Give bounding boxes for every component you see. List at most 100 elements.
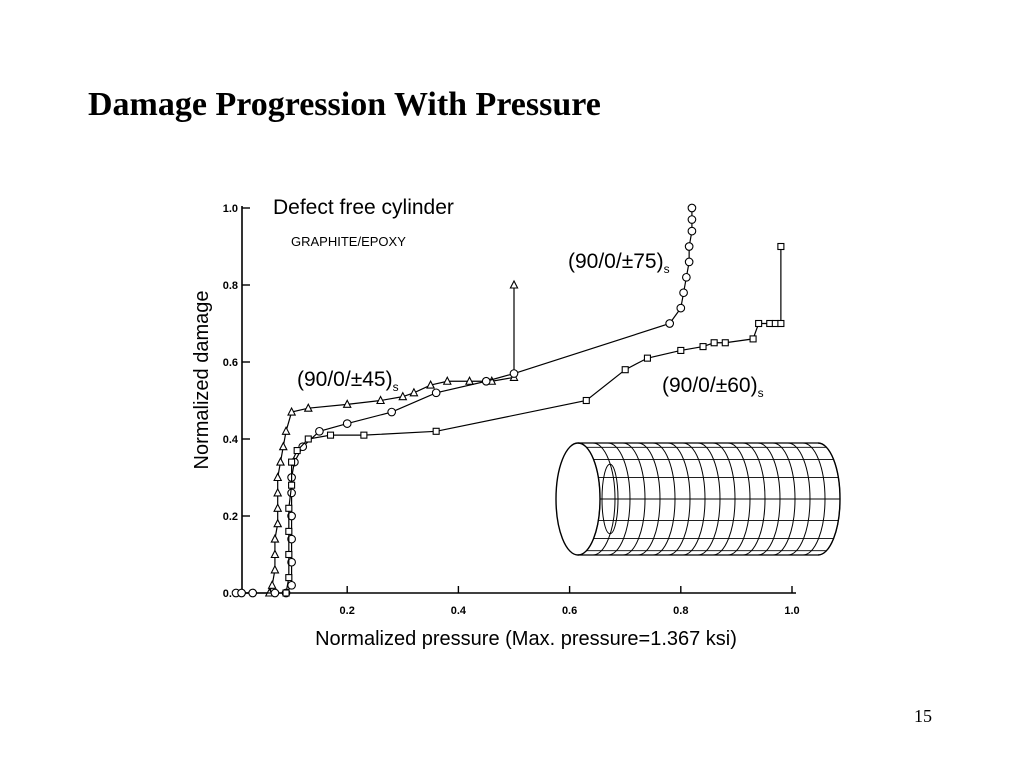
square-marker	[699, 343, 707, 351]
cylinder-back-end	[817, 442, 841, 556]
triangle-marker	[303, 402, 313, 412]
square-marker	[360, 431, 368, 439]
circle-marker	[684, 257, 694, 267]
x-axis-label: Normalized pressure (Max. pressure=1.367…	[315, 628, 737, 650]
cylinder-inner-wall	[601, 463, 619, 535]
series-label: (90/0/±75)s	[568, 250, 670, 276]
triangle-marker	[398, 391, 408, 401]
square-marker	[285, 527, 293, 535]
y-tick-label: 0.6	[223, 357, 238, 369]
page-number: 15	[914, 706, 932, 726]
series-label-main: (90/0/±45)	[297, 368, 393, 391]
triangle-marker	[270, 533, 280, 543]
square-marker	[582, 396, 590, 405]
triangle-marker	[273, 518, 283, 528]
series-triangle	[264, 279, 519, 597]
square-marker	[621, 366, 629, 374]
y-tick-label: 0.2	[223, 511, 238, 523]
series-label-main: (90/0/±60)	[662, 374, 758, 397]
y-axis-label: Normalized damage	[191, 291, 213, 470]
square-marker	[282, 589, 290, 597]
y-tick-label: 0.8	[223, 280, 238, 292]
x-tick-label: 0.6	[562, 605, 577, 617]
triangle-marker	[409, 387, 419, 397]
square-marker	[710, 339, 718, 347]
circle-marker	[665, 319, 675, 328]
series-line	[236, 208, 693, 594]
square-marker	[304, 435, 312, 443]
circle-marker	[676, 303, 686, 313]
circle-marker	[687, 226, 697, 236]
circle-marker	[287, 511, 296, 521]
circle-marker	[387, 407, 397, 417]
triangle-marker	[442, 376, 452, 385]
triangle-marker	[465, 376, 475, 385]
square-marker	[721, 339, 729, 347]
series-label: (90/0/±45)s	[297, 368, 399, 394]
square-marker	[285, 550, 293, 559]
circle-marker	[298, 442, 308, 452]
circle-marker	[287, 557, 296, 567]
triangle-marker	[342, 399, 352, 408]
circle-marker	[687, 203, 697, 213]
series-label-subscript: s	[393, 380, 399, 394]
series-label-subscript: s	[664, 262, 670, 276]
series-label-subscript: s	[758, 386, 764, 400]
cylinder-mesh-illustration	[555, 442, 841, 556]
chart-title: Defect free cylinder	[273, 196, 454, 219]
circle-marker	[481, 376, 491, 386]
square-marker	[285, 574, 293, 582]
triangle-marker	[275, 456, 285, 466]
square-marker	[777, 242, 785, 251]
circle-marker	[270, 588, 280, 598]
square-marker	[288, 481, 296, 489]
y-tick-label: 1.0	[223, 203, 238, 215]
chart-axes: 0.00.20.40.60.81.00.2 0.4 0.6 0.8 1.0Normali…	[191, 203, 800, 650]
x-tick-label: 0.2	[340, 605, 355, 617]
x-tick-label: 1.0	[784, 605, 799, 617]
square-marker	[293, 446, 301, 455]
square-marker	[326, 431, 335, 439]
circle-marker	[687, 215, 697, 224]
x-tick-label: 0.8	[673, 605, 688, 617]
triangle-marker	[426, 379, 436, 389]
circle-marker	[684, 242, 694, 251]
chart-series	[231, 203, 785, 598]
triangle-marker	[287, 406, 297, 416]
circle-marker	[248, 588, 258, 598]
triangle-marker	[273, 487, 283, 497]
series-label: (90/0/±60)s	[662, 374, 764, 400]
square-marker	[677, 346, 685, 355]
triangle-marker	[273, 472, 283, 482]
chart-labels: Defect free cylinder GRAPHITE/EPOXY (90/0/…	[273, 196, 764, 400]
circle-marker	[315, 426, 324, 436]
triangle-marker	[509, 279, 519, 289]
x-tick-label: 0.4	[451, 605, 467, 617]
y-tick-label: 0.4	[223, 434, 239, 446]
triangle-marker	[267, 580, 277, 589]
circle-marker	[679, 288, 688, 298]
square-marker	[432, 427, 440, 435]
circle-marker	[342, 419, 352, 428]
square-marker	[285, 504, 293, 512]
square-marker	[643, 354, 651, 362]
circle-marker	[237, 588, 246, 598]
square-marker	[288, 458, 296, 466]
chart-subtitle: GRAPHITE/EPOXY	[291, 234, 406, 249]
circle-marker	[509, 369, 519, 378]
square-marker	[749, 335, 757, 343]
square-marker	[777, 319, 785, 328]
circle-marker	[287, 580, 296, 590]
cylinder-front-end	[555, 442, 601, 556]
triangle-marker	[270, 564, 280, 574]
series-square	[282, 242, 785, 597]
triangle-marker	[376, 395, 386, 405]
circle-marker	[287, 534, 296, 544]
triangle-marker	[270, 549, 280, 559]
triangle-marker	[278, 441, 288, 451]
slide-title: Damage Progression With Pressure	[88, 86, 601, 123]
circle-marker	[287, 488, 296, 498]
triangle-marker	[281, 426, 291, 435]
circle-marker	[431, 388, 441, 398]
